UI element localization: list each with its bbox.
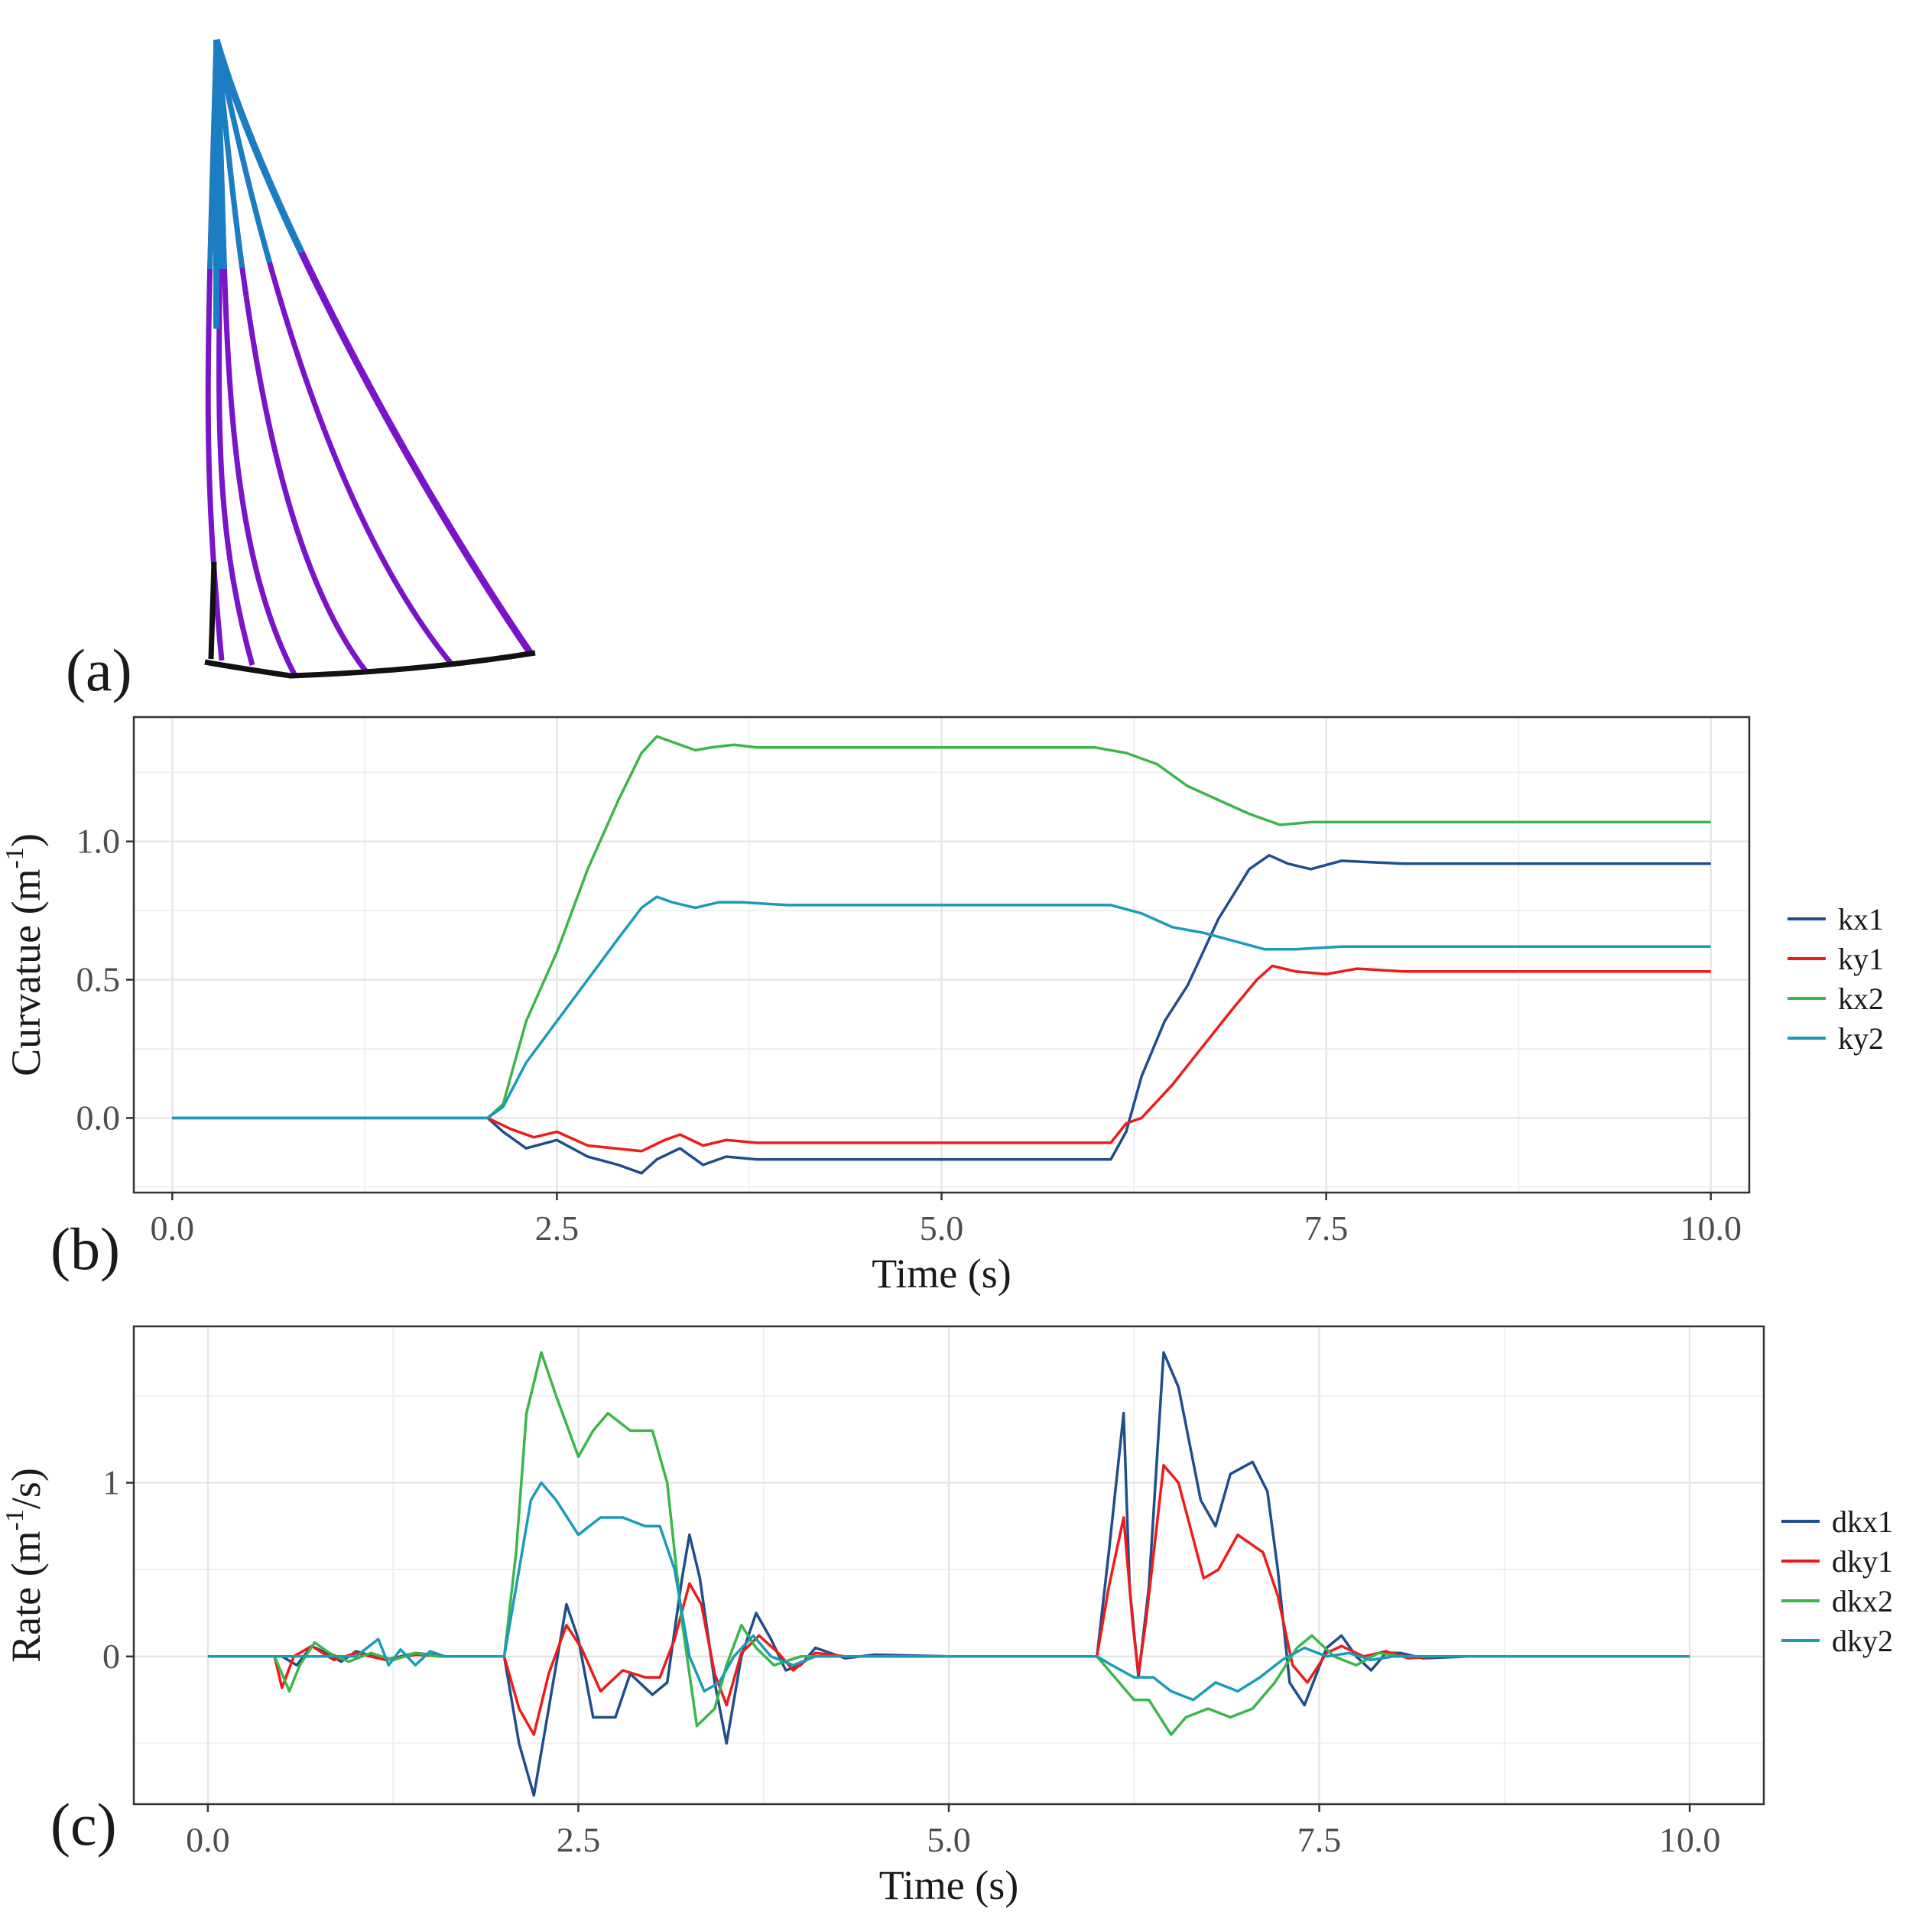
legend-label-kx1: kx1	[1838, 902, 1884, 936]
rod-black-segment	[208, 561, 217, 660]
y-axis-label: Rate (m-1/s)	[1, 1468, 49, 1663]
y-axis-label-end: /s)	[3, 1468, 49, 1509]
rod-base-line	[204, 650, 536, 679]
y-tick-label: 0.5	[76, 960, 121, 999]
legend-label-dky1: dky1	[1832, 1544, 1893, 1579]
x-tick-label: 2.5	[557, 1820, 601, 1859]
y-tick-label: 1.0	[76, 822, 121, 861]
grid	[134, 1326, 1764, 1804]
series-line-dky2	[207, 1481, 1690, 1702]
x-tick-label: 5.0	[927, 1820, 971, 1859]
x-tick-label: 0.0	[151, 1209, 195, 1248]
x-tick-label: 0.0	[186, 1820, 230, 1859]
legend-label-ky2: ky2	[1838, 1021, 1884, 1056]
x-tick-label: 7.5	[1297, 1820, 1342, 1859]
y-tick-label: 0.0	[76, 1098, 121, 1137]
x-axis-label: Time (s)	[879, 1862, 1019, 1908]
x-tick-label: 7.5	[1304, 1209, 1349, 1248]
legend-label-ky1: ky1	[1838, 942, 1884, 976]
rod-strand	[213, 38, 534, 657]
series-line-kx1	[172, 854, 1711, 1175]
y-tick-label: 1	[102, 1463, 120, 1502]
curvature-chart: 0.0 2.5 5.0 7.5 10.0 0.0 0.5 1.0 Time (s) Curvatu…	[1, 716, 1884, 1297]
grid	[134, 717, 1749, 1193]
legend-label-kx2: kx2	[1838, 982, 1884, 1016]
panel-label-a: (a)	[66, 637, 132, 703]
rod-strand-upper	[213, 39, 369, 675]
series-line-ky1	[172, 964, 1711, 1153]
rod-strand-upper	[205, 39, 225, 661]
series-line-kx2	[172, 735, 1711, 1120]
rod-strand-upper	[213, 38, 534, 657]
x-tick-label: 2.5	[535, 1209, 580, 1248]
rod-sketch	[204, 38, 536, 679]
rod-strand-upper	[213, 39, 453, 666]
y-axis-label-sup: -1	[1, 847, 29, 868]
rod-strand-upper	[213, 39, 297, 676]
y-axis-label-main: Curvatue (m	[3, 868, 49, 1076]
x-tick-label: 5.0	[920, 1209, 964, 1248]
y-axis-label-sup: -1	[1, 1509, 29, 1530]
rod-strands	[205, 38, 534, 676]
x-tick-label: 10.0	[1680, 1209, 1742, 1248]
panel-label-c: (c)	[50, 1791, 117, 1858]
legend-label-dkx1: dkx1	[1832, 1504, 1893, 1539]
y-axis-label-end: )	[3, 833, 49, 847]
y-axis-label-main: Rate (m	[3, 1530, 49, 1662]
legend-label-dkx2: dkx2	[1832, 1584, 1893, 1618]
series-line-ky2	[172, 895, 1711, 1120]
y-axis-label: Curvatue (m-1)	[1, 833, 49, 1076]
x-tick-label: 10.0	[1659, 1820, 1721, 1859]
panel-label-b: (b)	[50, 1216, 120, 1282]
x-axis-label: Time (s)	[872, 1251, 1011, 1297]
y-tick-label: 0	[102, 1637, 120, 1676]
rate-chart: 0.0 2.5 5.0 7.5 10.0 0 1 Time (s) Rate (m-1/s) dk…	[1, 1325, 1893, 1908]
legend-label-dky2: dky2	[1832, 1624, 1893, 1658]
